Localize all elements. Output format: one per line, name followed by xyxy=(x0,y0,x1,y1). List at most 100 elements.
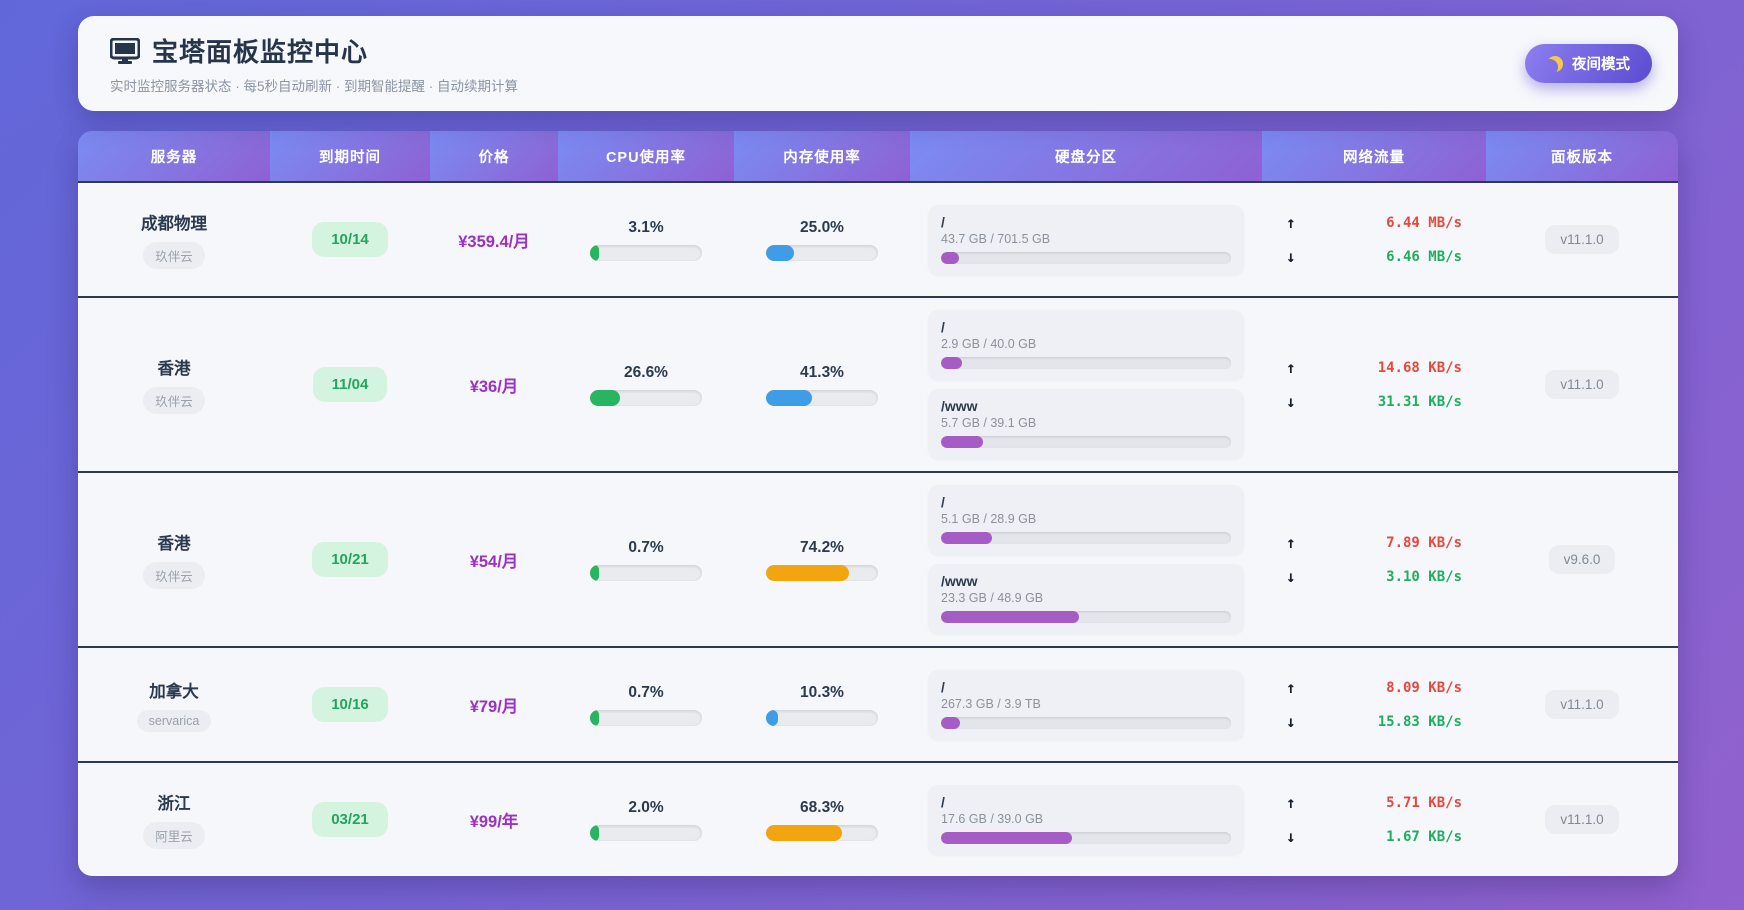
expiry-cell: 11/04 xyxy=(270,367,430,402)
download-arrow-icon: ↓ xyxy=(1286,827,1296,846)
memory-progress-bar xyxy=(766,389,878,406)
download-arrow-icon: ↓ xyxy=(1286,567,1296,586)
disk-partition-card: / 2.9 GB / 40.0 GB xyxy=(928,310,1244,380)
disk-progress-fill xyxy=(941,532,993,544)
disk-partition-card: / 267.3 GB / 3.9 TB xyxy=(928,669,1244,740)
memory-progress-fill xyxy=(766,709,778,726)
price-value: ¥36/月 xyxy=(469,377,519,396)
provider-badge: servarica xyxy=(136,709,212,732)
network-cell: ↑ 8.09 KB/s ↓ 15.83 KB/s xyxy=(1262,678,1486,731)
server-name: 浙江 xyxy=(157,795,191,813)
disk-progress-fill xyxy=(941,251,959,264)
title-line: 宝塔面板监控中心 xyxy=(109,32,518,69)
provider-badge: 阿里云 xyxy=(143,822,205,849)
disk-partition-card: / 43.7 GB / 701.5 GB xyxy=(928,204,1244,275)
network-cell: ↑ 7.89 KB/s ↓ 3.10 KB/s xyxy=(1262,533,1486,586)
table-row: 成都物理 玖伴云 10/14 ¥359.4/月 3.1% 25.0% xyxy=(78,181,1678,296)
disk-progress-bar xyxy=(941,532,1231,544)
cpu-percent-label: 2.0% xyxy=(628,798,664,816)
disk-progress-fill xyxy=(941,611,1080,623)
cpu-cell: 0.7% xyxy=(558,539,734,581)
monitor-icon xyxy=(109,37,141,64)
cpu-percent-label: 26.6% xyxy=(624,363,668,381)
col-header-server: 服务器 xyxy=(78,131,270,181)
network-cell: ↑ 14.68 KB/s ↓ 31.31 KB/s xyxy=(1262,358,1486,411)
provider-badge: 玖伴云 xyxy=(143,242,205,269)
expiry-badge: 11/04 xyxy=(312,367,388,402)
server-name: 香港 xyxy=(157,360,191,378)
download-arrow-icon: ↓ xyxy=(1286,247,1296,266)
price-cell: ¥359.4/月 xyxy=(430,228,558,252)
expiry-badge: 10/21 xyxy=(312,542,388,577)
expiry-badge: 10/14 xyxy=(312,222,388,257)
memory-cell: 25.0% xyxy=(734,219,910,261)
price-cell: ¥54/月 xyxy=(430,548,558,572)
disk-mount-point: /www xyxy=(941,573,978,589)
memory-percent-label: 68.3% xyxy=(800,798,844,816)
memory-percent-label: 74.2% xyxy=(800,538,844,556)
col-header-price: 价格 xyxy=(430,131,558,181)
page-title: 宝塔面板监控中心 xyxy=(152,37,369,67)
disk-mount-point: / xyxy=(941,319,945,335)
table-row: 浙江 阿里云 03/21 ¥99/年 2.0% 68.3% xyxy=(78,761,1678,876)
expiry-badge: 10/16 xyxy=(312,687,388,722)
network-download-line: ↓ 6.46 MB/s xyxy=(1286,247,1462,266)
disk-progress-bar xyxy=(941,436,1231,448)
price-value: ¥79/月 xyxy=(469,697,519,716)
expiry-cell: 10/16 xyxy=(270,687,430,722)
network-upload-line: ↑ 6.44 MB/s xyxy=(1286,213,1462,232)
version-cell: v11.1.0 xyxy=(1486,225,1678,254)
page-wrapper: 宝塔面板监控中心 实时监控服务器状态 · 每5秒自动刷新 · 到期智能提醒 · … xyxy=(78,16,1678,876)
provider-badge: 玖伴云 xyxy=(143,387,205,414)
version-cell: v11.1.0 xyxy=(1486,805,1678,834)
col-header-cpu: CPU使用率 xyxy=(558,131,734,181)
disk-cell: / 43.7 GB / 701.5 GB xyxy=(910,204,1262,275)
memory-cell: 10.3% xyxy=(734,684,910,726)
disk-progress-bar xyxy=(941,716,1231,729)
col-header-memory: 内存使用率 xyxy=(734,131,910,181)
disk-progress-bar xyxy=(941,251,1231,264)
header-card: 宝塔面板监控中心 实时监控服务器状态 · 每5秒自动刷新 · 到期智能提醒 · … xyxy=(78,16,1678,111)
network-cell: ↑ 6.44 MB/s ↓ 6.46 MB/s xyxy=(1262,213,1486,266)
memory-percent-label: 10.3% xyxy=(800,683,844,701)
download-speed: 31.31 KB/s xyxy=(1377,393,1462,410)
memory-progress-bar xyxy=(766,824,878,841)
download-speed: 15.83 KB/s xyxy=(1377,713,1462,730)
server-cell: 加拿大 servarica xyxy=(78,678,270,732)
expiry-badge: 03/21 xyxy=(312,802,388,837)
network-download-line: ↓ 1.67 KB/s xyxy=(1286,827,1462,846)
header-left: 宝塔面板监控中心 实时监控服务器状态 · 每5秒自动刷新 · 到期智能提醒 · … xyxy=(109,32,518,95)
panel-version-badge: v11.1.0 xyxy=(1545,690,1619,719)
disk-usage-text: 5.1 GB / 28.9 GB xyxy=(941,512,1037,526)
cpu-progress-fill xyxy=(590,824,599,841)
disk-cell: / 267.3 GB / 3.9 TB xyxy=(910,669,1262,740)
server-cell: 香港 玖伴云 xyxy=(78,530,270,589)
price-cell: ¥36/月 xyxy=(430,373,558,397)
network-download-line: ↓ 15.83 KB/s xyxy=(1286,712,1462,731)
download-arrow-icon: ↓ xyxy=(1286,712,1296,731)
table-row: 香港 玖伴云 11/04 ¥36/月 26.6% 41.3% xyxy=(78,296,1678,471)
col-header-network: 网络流量 xyxy=(1262,131,1486,181)
upload-speed: 5.71 KB/s xyxy=(1386,794,1462,811)
provider-badge: 玖伴云 xyxy=(143,562,205,589)
disk-mount-point: /www xyxy=(941,398,978,414)
cpu-progress-fill xyxy=(590,709,599,726)
disk-usage-text: 17.6 GB / 39.0 GB xyxy=(941,811,1044,826)
disk-progress-fill xyxy=(941,716,961,729)
disk-mount-point: / xyxy=(941,213,945,230)
col-header-version: 面板版本 xyxy=(1486,131,1678,181)
night-mode-button[interactable]: 夜间模式 xyxy=(1525,44,1652,83)
disk-progress-fill xyxy=(941,357,963,369)
cpu-cell: 26.6% xyxy=(558,364,734,406)
disk-usage-text: 5.7 GB / 39.1 GB xyxy=(941,416,1037,430)
panel-version-badge: v11.1.0 xyxy=(1545,225,1619,254)
price-cell: ¥99/年 xyxy=(430,808,558,832)
download-speed: 6.46 MB/s xyxy=(1386,248,1462,265)
memory-progress-bar xyxy=(766,244,878,261)
cpu-percent-label: 0.7% xyxy=(628,538,664,556)
panel-version-badge: v9.6.0 xyxy=(1548,545,1616,574)
download-speed: 3.10 KB/s xyxy=(1386,568,1462,585)
upload-arrow-icon: ↑ xyxy=(1286,793,1296,812)
disk-cell: / 2.9 GB / 40.0 GB /www 5.7 GB / 39.1 GB xyxy=(910,310,1262,459)
memory-cell: 74.2% xyxy=(734,539,910,581)
